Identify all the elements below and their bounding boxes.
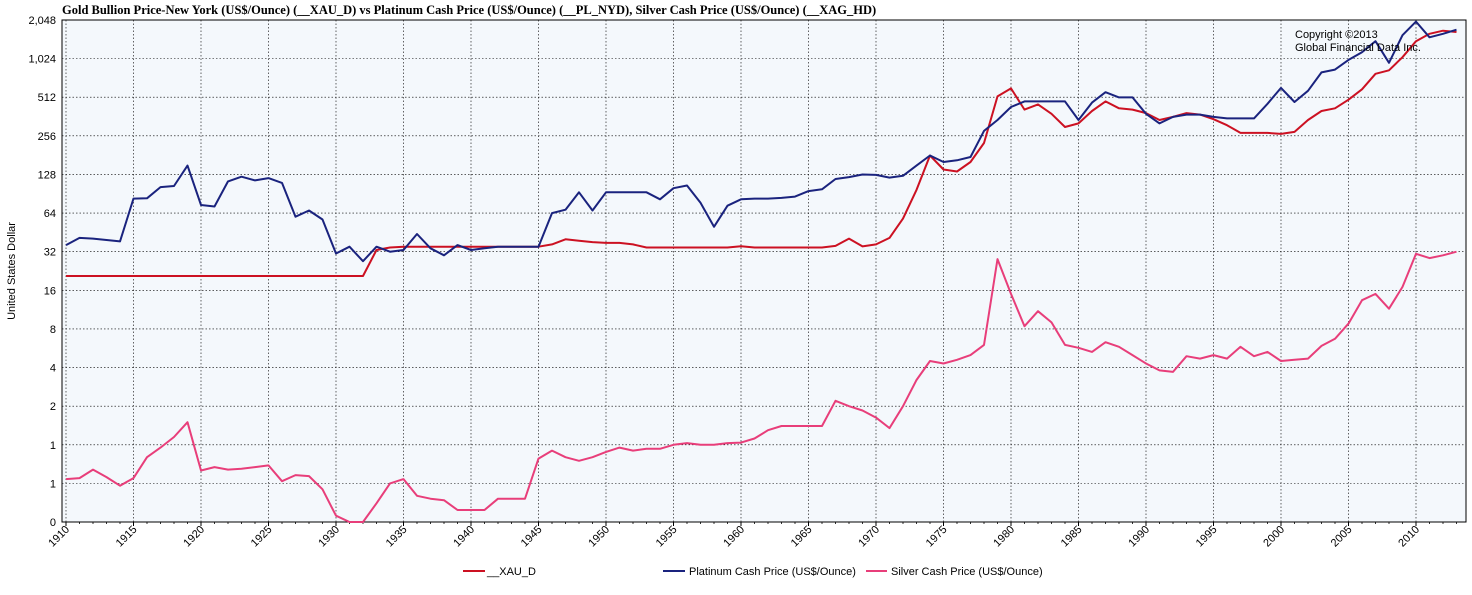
x-tick-label: 1995: [1194, 524, 1220, 550]
x-tick-label: 1975: [924, 524, 950, 550]
gold-series-line: [66, 29, 1457, 277]
legend-label-silver: Silver Cash Price (US$/Ounce): [891, 566, 1043, 578]
legend-label-platinum: Platinum Cash Price (US$/Ounce): [689, 566, 856, 578]
x-tick-label: 1985: [1059, 524, 1085, 550]
chart-title: Gold Bullion Price-New York (US$/Ounce) …: [62, 3, 877, 17]
copyright-line-1: Copyright ©2013: [1295, 29, 1378, 41]
x-tick-label: 1950: [586, 524, 612, 550]
y-tick-label: 256: [38, 131, 56, 143]
platinum-series-line: [65, 20, 1457, 263]
x-tick-label: 1970: [856, 524, 882, 550]
series-lines: [65, 20, 1457, 523]
y-axis-label: United States Dollar: [6, 222, 18, 320]
y-tick-label: 1: [50, 478, 56, 490]
x-tick-label: 2000: [1261, 524, 1287, 550]
x-tick-label: 1935: [384, 524, 410, 550]
x-tick-label: 1940: [451, 524, 477, 550]
x-tick-label: 2010: [1396, 524, 1422, 550]
y-tick-label: 512: [38, 92, 56, 104]
x-tick-label: 1960: [721, 524, 747, 550]
x-tick-label: 1965: [789, 524, 815, 550]
legend-label-gold: __XAU_D: [486, 566, 536, 578]
x-tick-label: 1945: [519, 524, 545, 550]
grid-lines: [62, 19, 1466, 522]
y-tick-label: 64: [44, 208, 56, 220]
x-tick-label: 1930: [316, 524, 342, 550]
x-tick-label: 1915: [114, 524, 140, 550]
y-tick-label: 1: [50, 440, 56, 452]
x-tick-label: 1980: [991, 524, 1017, 550]
y-axis-ticks: 0 1 1 2 4 8 16 32 64 128 256 512 1,024 2,048: [28, 15, 56, 529]
x-tick-label: 1955: [654, 524, 680, 550]
y-tick-label: 2: [50, 401, 56, 413]
y-tick-label: 4: [50, 363, 56, 375]
plot-area: [61, 19, 1467, 523]
y-tick-label: 16: [44, 285, 56, 297]
y-tick-label: 0: [50, 517, 56, 529]
y-tick-label: 8: [50, 324, 56, 336]
y-tick-label: 2,048: [28, 15, 56, 27]
x-tick-label: 1920: [181, 524, 207, 550]
x-tick-label: 1925: [249, 524, 275, 550]
legend: __XAU_D Platinum Cash Price (US$/Ounce) …: [463, 566, 1043, 578]
x-tick-label: 2005: [1329, 524, 1355, 550]
copyright-line-2: Global Financial Data Inc.: [1295, 42, 1421, 54]
y-tick-label: 1,024: [28, 54, 56, 66]
x-axis-ticks: 1910 1915 1920 1925 1930 1935 1940 1945 1950 1955…: [46, 522, 1457, 550]
silver-series-line: [65, 250, 1457, 523]
y-tick-label: 128: [38, 169, 56, 181]
x-tick-label: 1990: [1126, 524, 1152, 550]
y-tick-label: 32: [44, 247, 56, 259]
